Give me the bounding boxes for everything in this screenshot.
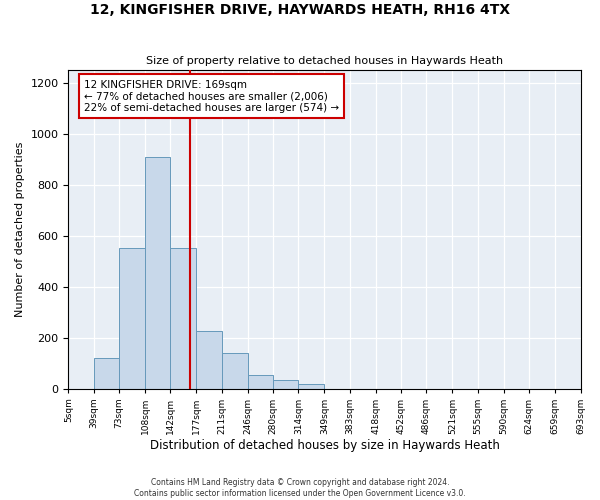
Bar — [248, 374, 273, 388]
Bar — [170, 248, 196, 388]
Bar — [196, 331, 222, 388]
Title: Size of property relative to detached houses in Haywards Heath: Size of property relative to detached ho… — [146, 56, 503, 66]
Bar — [94, 358, 119, 388]
Text: Contains HM Land Registry data © Crown copyright and database right 2024.
Contai: Contains HM Land Registry data © Crown c… — [134, 478, 466, 498]
Bar — [145, 156, 170, 388]
Text: 12, KINGFISHER DRIVE, HAYWARDS HEATH, RH16 4TX: 12, KINGFISHER DRIVE, HAYWARDS HEATH, RH… — [90, 2, 510, 16]
Bar — [119, 248, 145, 388]
Bar — [273, 380, 298, 388]
Bar — [222, 353, 248, 388]
X-axis label: Distribution of detached houses by size in Haywards Heath: Distribution of detached houses by size … — [149, 440, 499, 452]
Bar — [298, 384, 325, 388]
Y-axis label: Number of detached properties: Number of detached properties — [15, 142, 25, 317]
Text: 12 KINGFISHER DRIVE: 169sqm
← 77% of detached houses are smaller (2,006)
22% of : 12 KINGFISHER DRIVE: 169sqm ← 77% of det… — [84, 80, 339, 113]
